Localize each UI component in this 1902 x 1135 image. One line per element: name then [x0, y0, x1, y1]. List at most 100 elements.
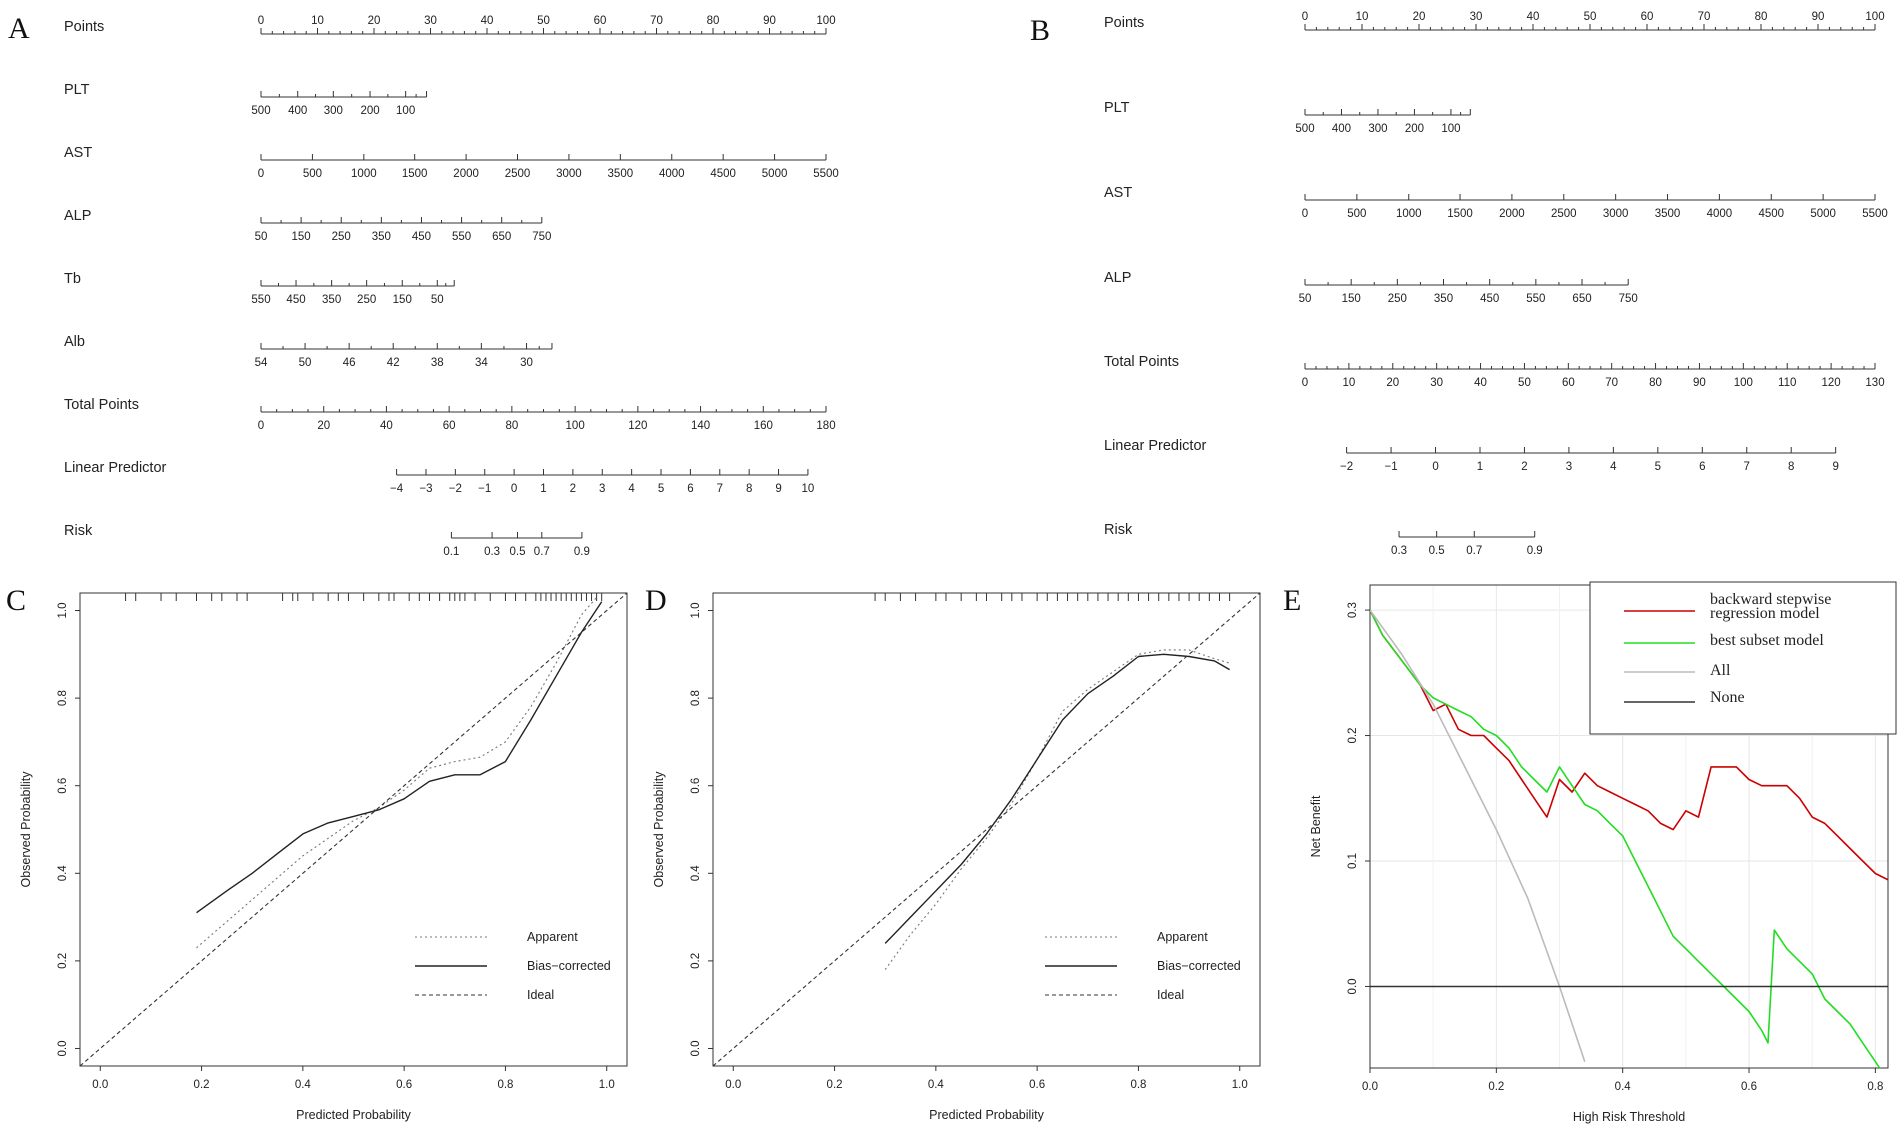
tick-label: 50: [255, 231, 268, 243]
panel-letter-e: E: [1283, 584, 1301, 617]
tick-label: 5000: [762, 168, 788, 180]
tick-label: 100: [1734, 377, 1753, 389]
row-label-linear-predictor: Linear Predictor: [64, 460, 167, 476]
tick-label: 100: [1441, 123, 1460, 135]
tick-label: 350: [322, 294, 341, 306]
x-tick-label: 0.6: [1029, 1079, 1045, 1091]
series-apparent: [884, 649, 1230, 970]
tick-label: 0: [258, 420, 264, 432]
legend-box: [1589, 581, 1897, 735]
tick-label: 1500: [1447, 208, 1473, 220]
x-tick-label: 0.8: [497, 1079, 513, 1091]
row-label-ast: AST: [1104, 185, 1132, 201]
tick-label: 0: [1302, 11, 1308, 23]
tick-label: 90: [1693, 377, 1706, 389]
tick-label: 250: [1388, 293, 1407, 305]
y-tick-label: 1.0: [690, 603, 702, 619]
tick-label: 3: [1566, 461, 1572, 473]
tick-label: 100: [566, 420, 585, 432]
row-label-points: Points: [64, 19, 104, 35]
series-apparent: [196, 597, 598, 949]
tick-label: 0: [1302, 208, 1308, 220]
tick-label: 3: [599, 483, 605, 495]
y-tick-label: 0.8: [690, 690, 702, 706]
tick-label: 30: [424, 15, 437, 27]
tick-label: 10: [802, 483, 815, 495]
x-tick-label: 0.8: [1130, 1079, 1146, 1091]
tick-label: 70: [650, 15, 663, 27]
x-tick-label: 0.2: [1488, 1081, 1504, 1093]
tick-label: 60: [1562, 377, 1575, 389]
tick-label: 1: [540, 483, 546, 495]
row-label-alp: ALP: [1104, 270, 1131, 286]
x-tick-label: 0.6: [396, 1079, 412, 1091]
series-best-subset-model: [1370, 609, 1881, 1068]
tick-label: 20: [317, 420, 330, 432]
tick-label: 80: [1649, 377, 1662, 389]
tick-label: 10: [1342, 377, 1355, 389]
series-bias-corrected: [884, 653, 1230, 944]
tick-label: 200: [360, 105, 379, 117]
tick-label: 500: [251, 105, 270, 117]
x-tick-label: 0.0: [92, 1079, 108, 1091]
series-ideal: [80, 593, 627, 1066]
tick-label: 6: [687, 483, 693, 495]
tick-label: 550: [452, 231, 471, 243]
row-label-total-points: Total Points: [1104, 354, 1179, 370]
tick-label: 42: [387, 357, 400, 369]
tick-label: 5: [658, 483, 664, 495]
tick-label: −2: [1340, 461, 1353, 473]
tick-label: 250: [357, 294, 376, 306]
y-tick-label: 0.6: [690, 778, 702, 794]
tick-label: 110: [1778, 377, 1796, 389]
tick-label: 40: [1474, 377, 1487, 389]
tick-label: 90: [763, 15, 776, 27]
tick-label: 50: [431, 294, 444, 306]
tick-label: 6: [1699, 461, 1705, 473]
tick-label: 20: [368, 15, 381, 27]
y-tick-label: 0.0: [1347, 978, 1359, 994]
tick-label: 130: [1865, 377, 1884, 389]
tick-label: 4500: [710, 168, 736, 180]
y-axis-title: Net Benefit: [1309, 795, 1323, 857]
legend-label: Ideal: [527, 988, 554, 1002]
tick-label: 300: [324, 105, 343, 117]
row-label-alp: ALP: [64, 208, 91, 224]
tick-label: −3: [419, 483, 432, 495]
tick-label: 400: [1332, 123, 1351, 135]
x-tick-label: 1.0: [1232, 1079, 1248, 1091]
tick-label: 10: [311, 15, 324, 27]
tick-label: 4000: [659, 168, 685, 180]
y-tick-label: 0.2: [690, 953, 702, 969]
row-label-risk: Risk: [64, 523, 93, 539]
tick-label: 180: [816, 420, 835, 432]
tick-label: 400: [288, 105, 307, 117]
tick-label: 38: [431, 357, 444, 369]
tick-label: 8: [746, 483, 752, 495]
tick-label: 54: [255, 357, 268, 369]
tick-label: 550: [1526, 293, 1545, 305]
tick-label: 9: [1832, 461, 1838, 473]
tick-label: 650: [492, 231, 511, 243]
tick-label: 0.7: [1466, 545, 1482, 557]
x-tick-label: 0.2: [827, 1079, 843, 1091]
tick-label: 5500: [813, 168, 839, 180]
row-label-plt: PLT: [64, 82, 90, 98]
tick-label: −4: [390, 483, 404, 495]
tick-label: 3500: [608, 168, 634, 180]
y-tick-label: 0.4: [57, 865, 69, 882]
legend-label: Apparent: [527, 930, 578, 944]
tick-label: 300: [1368, 123, 1387, 135]
tick-label: 80: [1755, 11, 1768, 23]
tick-label: 60: [1641, 11, 1654, 23]
tick-label: 20: [1413, 11, 1426, 23]
tick-label: 70: [1605, 377, 1618, 389]
legend-label: Bias−corrected: [527, 959, 611, 973]
series-all: [1370, 609, 1586, 1062]
panel-letter-a: A: [8, 12, 30, 45]
tick-label: 9: [775, 483, 781, 495]
tick-label: 750: [1619, 293, 1638, 305]
